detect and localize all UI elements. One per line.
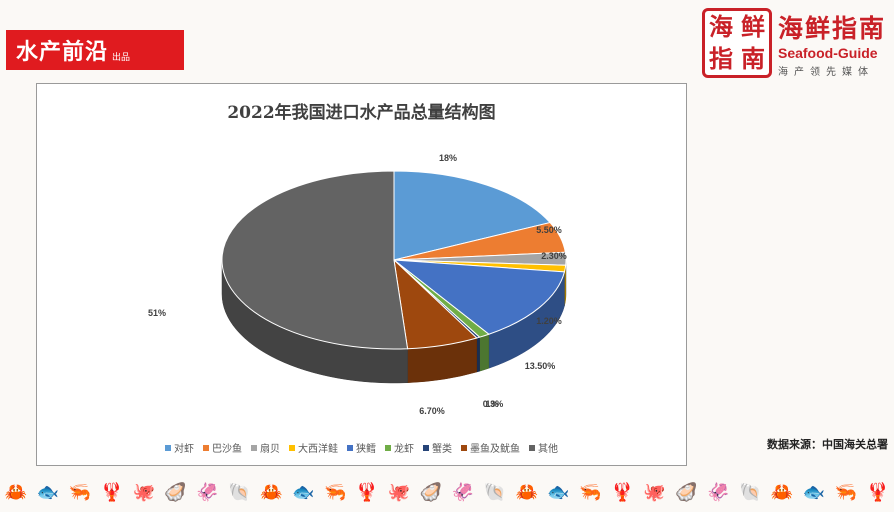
seafood-icon: 🦀 xyxy=(4,481,28,503)
data-label: 0.3% xyxy=(483,399,504,409)
legend-label: 龙虾 xyxy=(394,444,414,455)
seafood-icon: 🦪 xyxy=(164,481,187,503)
seafood-icon: 🦐 xyxy=(834,481,858,503)
seafood-icon: 🦞 xyxy=(611,481,634,503)
data-source: 数据来源：中国海关总署 xyxy=(767,438,888,451)
seafood-icon: 🐚 xyxy=(738,481,762,503)
left-brand-name: 水产前沿 xyxy=(16,40,109,65)
left-brand-sub: 出品 xyxy=(112,52,131,63)
legend-swatch xyxy=(347,444,353,451)
legend-item: 对虾 xyxy=(165,440,194,455)
seafood-icon: 🦪 xyxy=(675,481,698,503)
data-label: 6.70% xyxy=(419,406,445,416)
legend-item: 扇贝 xyxy=(251,440,280,455)
legend-item: 狭鳕 xyxy=(347,440,376,455)
pie-slice xyxy=(221,170,409,350)
chart-title: 2022年我国进口水产品总量结构图 xyxy=(227,103,496,123)
seafood-icon: 🦐 xyxy=(579,481,602,503)
legend-item: 巴沙鱼 xyxy=(203,440,242,455)
seafood-footer-banner: 🦀 🐟 🦐 🦞 🐙 🦪 🦑 🐚 🦀 🐟 🦐 🦞 🐙 🦪 🦑 🐚 🦀 🐟 🦐 🦞 🐙 🦪 🦑 🐚 🦀 🐟 🦐 🦞 xyxy=(0,472,894,512)
data-label: 1% xyxy=(485,399,498,409)
seafood-icon: 🦀 xyxy=(515,481,538,503)
seafood-icon: 🦀 xyxy=(770,481,794,503)
legend-swatch xyxy=(529,444,535,451)
legend-item: 蟹类 xyxy=(423,440,452,455)
legend-swatch xyxy=(251,444,257,451)
legend-label: 其他 xyxy=(538,444,558,455)
seafood-icon: 🐟 xyxy=(802,481,826,503)
legend-label: 蟹类 xyxy=(432,444,452,455)
legend-swatch xyxy=(289,444,295,451)
seafood-icon: 🐙 xyxy=(132,481,155,503)
legend-item: 墨鱼及鱿鱼 xyxy=(461,440,520,455)
data-label: 5.50% xyxy=(536,225,562,235)
seafood-guide-logo: 海 鲜 指 南 xyxy=(701,8,772,78)
seafood-icon: 🦞 xyxy=(355,481,379,503)
seafood-icon: 🦞 xyxy=(866,481,890,503)
seafood-icon: 🦑 xyxy=(707,481,730,503)
brand-right: 海 鲜 指 南 海鲜指南 Seafood-Guide 海产领先媒体 xyxy=(701,8,886,78)
legend-swatch xyxy=(385,444,391,451)
logo-char: 鲜 xyxy=(740,13,765,41)
pie-slice-side xyxy=(479,333,490,372)
data-label: 18% xyxy=(439,153,457,163)
seafood-icon: 🐙 xyxy=(643,481,666,503)
logo-char: 海 xyxy=(708,13,733,41)
brand-left: 水产前沿 出品 xyxy=(6,30,184,70)
seafood-icon: 🦀 xyxy=(260,481,283,503)
legend-label: 大西洋鲑 xyxy=(298,444,338,455)
legend-swatch xyxy=(423,444,429,451)
legend-item: 其他 xyxy=(529,440,558,455)
chart-container: 2022年我国进口水产品总量结构图 18% 5.50% 2.30% 1.20% 13.5… xyxy=(36,83,687,466)
logo-char: 指 xyxy=(708,45,733,73)
data-label: 2.30% xyxy=(541,251,567,261)
legend-item: 龙虾 xyxy=(385,440,414,455)
seafood-icon: 🐚 xyxy=(228,481,251,503)
logo-char: 南 xyxy=(740,45,765,73)
right-brand-tagline: 海产领先媒体 xyxy=(777,66,874,78)
legend-swatch xyxy=(165,444,171,451)
pie-slice xyxy=(393,170,551,261)
data-label: 51% xyxy=(148,308,166,318)
legend-label: 墨鱼及鱿鱼 xyxy=(470,444,520,455)
seafood-icon: 🦑 xyxy=(196,481,219,503)
seafood-icon: 🐙 xyxy=(387,481,411,503)
legend-swatch xyxy=(203,444,209,451)
chart-legend: 对虾 巴沙鱼 扇贝 大西洋鲑 狭鳕 龙虾 蟹类 墨鱼及鱿鱼 其他 xyxy=(37,440,686,455)
seafood-icon: 🦪 xyxy=(419,481,443,503)
right-brand-name: 海鲜指南 xyxy=(777,13,886,43)
seafood-icon: 🐟 xyxy=(36,481,60,503)
pie-chart: 18% 5.50% 2.30% 1.20% 13.50% 1%0.3% 6.70% 51% xyxy=(148,153,567,416)
seafood-icon: 🐚 xyxy=(483,481,506,503)
seafood-icon: 🐟 xyxy=(292,481,315,503)
seafood-icon: 🦐 xyxy=(68,481,92,503)
legend-label: 对虾 xyxy=(174,444,194,455)
data-label: 13.50% xyxy=(525,361,556,371)
seafood-icon: 🦞 xyxy=(100,481,123,503)
legend-swatch xyxy=(461,444,467,451)
data-label: 1.20% xyxy=(536,316,562,326)
legend-label: 巴沙鱼 xyxy=(212,444,242,455)
legend-label: 狭鳕 xyxy=(356,444,376,455)
right-brand-en: Seafood-Guide xyxy=(777,44,878,61)
seafood-icon: 🦐 xyxy=(323,481,347,503)
pie-slice xyxy=(392,259,566,335)
legend-label: 扇贝 xyxy=(260,444,280,455)
brand-text: 海鲜指南 Seafood-Guide 海产领先媒体 xyxy=(778,9,886,78)
pie-slice-side xyxy=(476,336,480,373)
seafood-icon: 🦑 xyxy=(451,481,475,503)
legend-item: 大西洋鲑 xyxy=(289,440,338,455)
seafood-icon: 🐟 xyxy=(547,481,570,503)
